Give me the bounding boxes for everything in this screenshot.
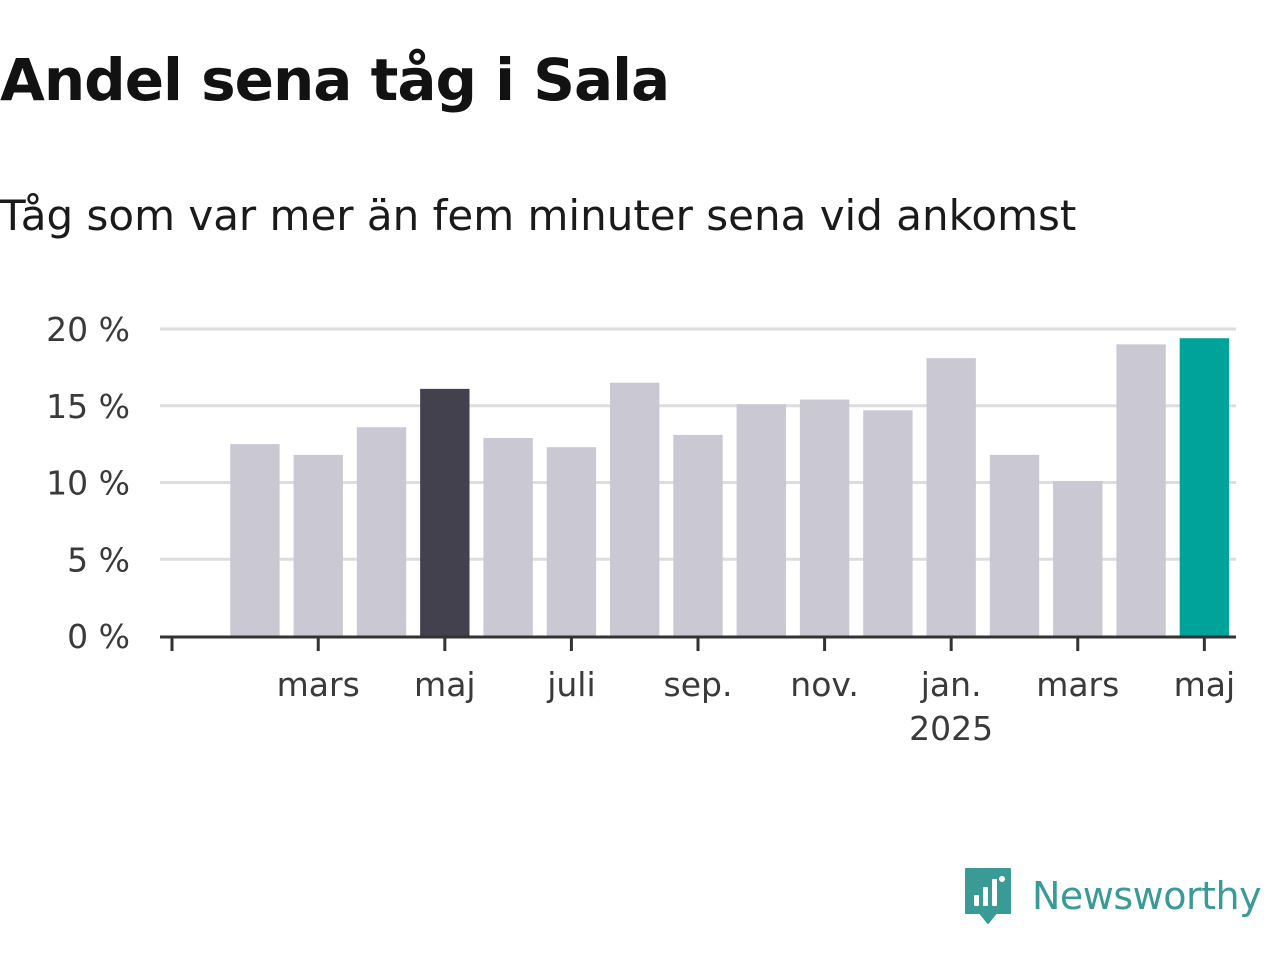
bar-2025-02 [989,454,1040,636]
newsworthy-chart-bubble-icon [965,868,1011,924]
y-tick-label: 10 % [46,464,130,503]
x-tick-label: mars [1036,665,1119,704]
bar-2024-09 [673,434,723,636]
x-tick-sublabel: 2025 [909,709,993,748]
x-tick-label: sep. [664,665,733,704]
bar-2025-01 [926,358,976,636]
bar-2025-05 [1179,338,1230,636]
y-tick-label: 5 % [67,540,130,579]
brand-name: Newsworthy [1032,874,1262,918]
x-tick-label: nov. [790,665,859,704]
chart-subtitle: Tåg som var mer än fem minuter sena vid … [0,191,1077,240]
y-tick-label: 0 % [67,617,130,656]
x-tick-label: mars [277,665,360,704]
x-tick-label: maj [414,665,476,704]
x-tick-label: maj [1174,665,1236,704]
bar-2024-11 [799,399,850,636]
x-tick-label: jan. [920,665,982,704]
bar-2024-02 [230,444,280,636]
y-axis-labels: 0 % 5 % 10 % 15 % 20 % [46,310,130,656]
bar-2024-08 [610,382,660,636]
x-tick-label: juli [546,665,595,704]
bar-2024-06 [483,437,533,636]
bar-2025-04 [1116,344,1166,636]
bar-2024-04 [356,427,407,636]
brand-logo: Newsworthy [962,864,1262,928]
bar-2024-07 [546,447,597,636]
chart-title: Andel sena tåg i Sala [0,46,670,114]
x-axis [160,635,1236,651]
y-tick-label: 20 % [46,310,130,349]
x-axis-labels: mars maj juli sep. nov. jan. 2025 mars maj [277,665,1235,748]
bar-2025-03 [1053,480,1103,636]
y-tick-label: 15 % [46,387,130,426]
bar-chart: 0 % 5 % 10 % 15 % 20 % mars maj juli sep. nov. ja… [46,310,1236,748]
bar-2024-05 [420,388,470,636]
bar-2024-10 [736,404,786,636]
bars [230,338,1230,636]
bar-2024-12 [863,410,913,636]
bar-2024-03 [293,454,343,636]
